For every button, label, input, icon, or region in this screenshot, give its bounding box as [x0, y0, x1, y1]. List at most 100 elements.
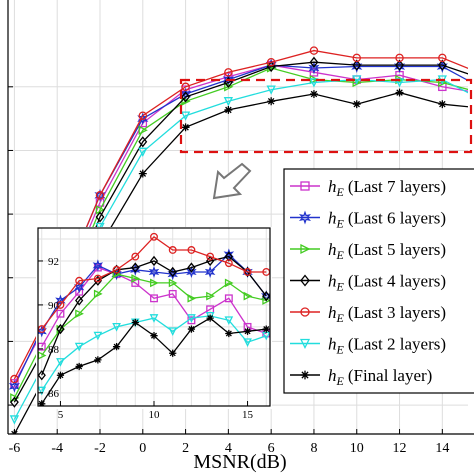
- inset-frame: [37, 227, 271, 407]
- main-axes: [7, 0, 474, 435]
- data-point: [395, 53, 404, 63]
- legend-marker: [300, 307, 310, 317]
- data-point: [438, 100, 447, 109]
- inset-series: [38, 232, 270, 406]
- inset-data-point: [187, 314, 196, 323]
- inset-data-point: [112, 265, 121, 274]
- inset-data-point: [243, 327, 252, 335]
- main-x-ticks: -6 -4 -2 0 2 4 6 8 10 12 14: [8, 86, 449, 456]
- inset-data-point: [131, 262, 140, 273]
- inset-data-point: [150, 294, 158, 303]
- data-point: [394, 78, 405, 88]
- legend-label: hE (Last 5 layers): [328, 240, 446, 262]
- x-tick-label: 12: [393, 441, 407, 456]
- inset-data-point: [75, 287, 84, 296]
- data-point: [138, 147, 148, 157]
- inset-y-tick-label: 90: [48, 300, 60, 312]
- inset-series-path: [41, 315, 267, 391]
- data-point: [10, 374, 19, 384]
- data-point: [10, 379, 19, 388]
- inset-data-point: [168, 246, 177, 254]
- inset-data-point: [169, 349, 177, 357]
- inset-data-point: [131, 252, 140, 261]
- inset-series-path: [41, 255, 267, 376]
- inset-data-point: [56, 300, 65, 309]
- inset-data-point: [206, 314, 214, 322]
- inset-data-point: [56, 309, 65, 318]
- inset-data-point: [149, 255, 159, 267]
- legend-marker: [300, 370, 310, 380]
- inset-data-point: [112, 322, 121, 332]
- inset-data-point: [150, 332, 158, 340]
- inset-data-point: [75, 362, 83, 371]
- data-point: [309, 68, 319, 77]
- x-tick-label: 4: [225, 441, 232, 456]
- legend-entry: hE (Last 6 layers): [290, 209, 446, 231]
- inset-series-line-3: [38, 269, 270, 360]
- legend-marker: [298, 210, 312, 225]
- data-point: [309, 46, 319, 55]
- inset-x-tick-label: 15: [242, 409, 254, 421]
- inset-data-point: [56, 358, 65, 367]
- inset-data-point: [224, 316, 234, 326]
- legend-marker: [300, 181, 310, 191]
- inset-data-point: [224, 251, 233, 262]
- inset-data-point: [150, 278, 159, 288]
- data-point: [8, 379, 21, 393]
- legend-entry: hE (Last 2 layers): [290, 335, 446, 357]
- x-tick-label: 6: [268, 441, 275, 456]
- inset-data-point: [187, 325, 196, 333]
- data-point: [309, 90, 318, 98]
- x-tick-label: 2: [182, 441, 189, 456]
- data-point: [267, 97, 276, 106]
- data-point: [224, 82, 234, 92]
- x-tick-label: 8: [310, 441, 317, 456]
- data-point: [95, 211, 105, 223]
- legend-label: hE (Final layer): [328, 366, 432, 388]
- inset-data-point: [262, 296, 270, 305]
- x-tick-label: -2: [94, 441, 106, 456]
- inset-y-tick-label: 86: [48, 388, 60, 400]
- legend-marker: [300, 243, 311, 255]
- data-point: [352, 53, 361, 63]
- inset-data-point: [243, 338, 252, 348]
- data-point: [223, 97, 234, 107]
- legend-marker: [299, 338, 311, 349]
- inset-data-point: [56, 323, 65, 335]
- legend-entry: hE (Last 5 layers): [290, 240, 446, 262]
- inset-data-point: [112, 343, 121, 351]
- data-point: [395, 88, 404, 97]
- data-point: [138, 169, 147, 178]
- legend-entry: hE (Last 4 layers): [290, 272, 446, 294]
- inset-data-point: [186, 265, 197, 279]
- inset-data-point: [262, 290, 270, 302]
- legend-entry: hE (Last 3 layers): [290, 303, 446, 325]
- data-point: [9, 415, 20, 425]
- data-point: [395, 59, 404, 71]
- x-axis-label: MSNR(dB): [193, 451, 286, 473]
- inset-data-point: [204, 265, 216, 279]
- inset-series-line-5: [38, 232, 270, 334]
- legend-label: hE (Last 4 layers): [328, 272, 446, 294]
- inset-data-point: [243, 268, 252, 276]
- inset-data-point: [187, 293, 197, 303]
- inset-series-line-7: [38, 314, 270, 406]
- inset-series-path: [41, 253, 267, 332]
- x-tick-label: -4: [51, 441, 63, 456]
- inset-data-point: [75, 295, 84, 306]
- inset-data-point: [148, 265, 160, 279]
- inset-data-point: [206, 252, 215, 261]
- inset-data-point: [93, 289, 103, 299]
- series-path: [13, 49, 468, 380]
- legend: hE (Last 7 layers) hE (Last 6 layers) hE (Las…: [283, 168, 474, 394]
- data-point: [181, 82, 190, 92]
- inset-data-point: [94, 356, 102, 364]
- inset-data-point: [75, 309, 84, 319]
- inset-data-point: [206, 291, 215, 301]
- data-point: [180, 111, 191, 121]
- x-tick-label: 10: [350, 441, 364, 456]
- inset-data-point: [168, 266, 177, 278]
- data-point: [181, 123, 190, 132]
- data-point: [309, 56, 319, 68]
- inset-data-point: [224, 278, 234, 288]
